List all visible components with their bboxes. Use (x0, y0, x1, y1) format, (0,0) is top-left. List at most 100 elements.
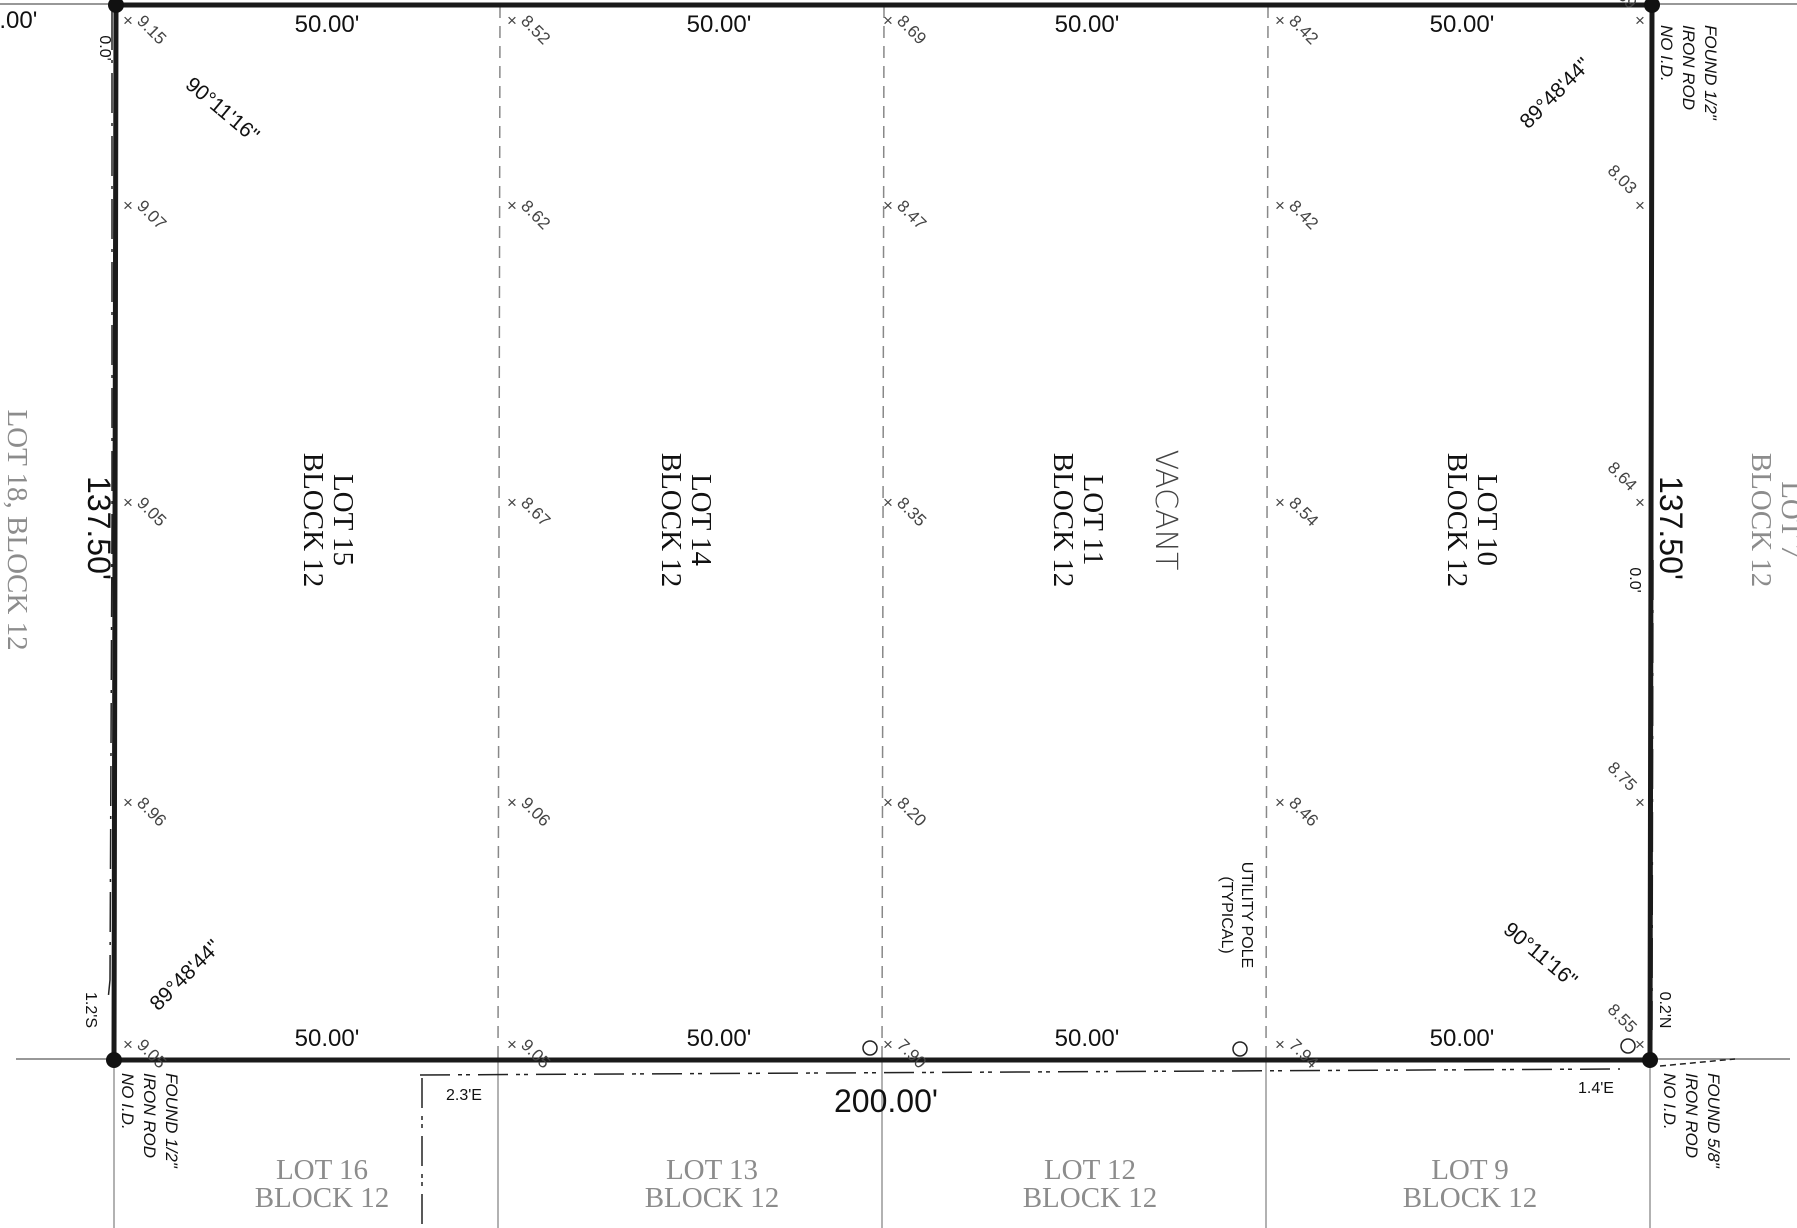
adjacent-lot-left: LOT 18, BLOCK 12 (1, 409, 33, 650)
lot-11-label: LOT 11 (1077, 474, 1109, 565)
elevation-value: 9.06 (517, 793, 554, 830)
monument-bottom-left-2: IRON ROD (140, 1073, 159, 1158)
frontage-dim-top-4: 50.00' (1430, 11, 1495, 38)
corner-monument-top-right (1644, 0, 1660, 13)
frontage-dim-top-3: 50.00' (1055, 11, 1120, 38)
angle-bottom-left: 89°48'44" (145, 935, 225, 1015)
elevation-marker-icon: × (123, 793, 133, 812)
elevation-marker-icon: × (883, 493, 893, 512)
corner-monument-top-left (108, 0, 124, 13)
elevation-marker-icon: × (1635, 11, 1645, 30)
elevation-marker-icon: × (883, 196, 893, 215)
frontage-dim-top-2: 50.00' (687, 11, 752, 38)
elevation-value: 8.03 (1604, 161, 1641, 198)
elevation-marker-icon: × (507, 493, 517, 512)
elevation-marker-icon: × (883, 793, 893, 812)
elevation-value: 8.47 (893, 196, 930, 233)
elevation-marker-icon: × (123, 493, 133, 512)
monument-bottom-right-2: IRON ROD (1682, 1073, 1701, 1158)
elevation-value: 8.42 (1285, 196, 1322, 233)
elevation-value: 7.94 (1285, 1035, 1322, 1072)
adjacent-block-right: BLOCK 12 (1745, 453, 1777, 588)
adjacent-block-12: BLOCK 12 (1023, 1182, 1158, 1214)
elevation-value: 8.20 (893, 793, 930, 830)
elevation-value: 8.46 (1285, 793, 1322, 830)
offset-bottom-right: 0.2'N (1656, 992, 1673, 1029)
frontage-dim-bottom-2: 50.00' (687, 1025, 752, 1052)
left-side-dimension: 137.50' (81, 476, 117, 580)
elevation-value: 8.64 (1604, 458, 1641, 495)
elevation-value: 8.42 (1285, 11, 1322, 48)
monument-bottom-right-3: NO I.D. (1660, 1073, 1679, 1130)
elevation-marker-icon: × (123, 1035, 133, 1054)
elevation-value: 8.35 (893, 493, 930, 530)
right-side-dimension: 137.50' (1653, 476, 1689, 580)
elevation-marker-icon: × (123, 196, 133, 215)
lot-line-11-10 (1265, 5, 1269, 1060)
angle-top-left: 90°11'16" (181, 73, 263, 147)
fence-offset-right: 1.4'E (1578, 1080, 1614, 1097)
monument-bottom-right-1: FOUND 5/8" (1704, 1073, 1723, 1169)
utility-pole-icon (1620, 1038, 1636, 1054)
adjacent-block-9: BLOCK 12 (1403, 1182, 1538, 1214)
elevation-marker-icon: × (1635, 196, 1645, 215)
lot-line-14-11 (881, 5, 885, 1060)
elevation-value: 8.52 (517, 11, 554, 48)
elevation-marker-icon: × (1275, 493, 1285, 512)
utility-pole-note-1: UTILITY POLE (1238, 862, 1255, 968)
elevation-marker-icon: × (123, 11, 133, 30)
frontage-dim-top-1: 50.00' (295, 11, 360, 38)
elevation-value: 9.05 (133, 1035, 170, 1072)
monument-bottom-left-1: FOUND 1/2" (162, 1073, 181, 1169)
elevation-marker-icon: × (1635, 493, 1645, 512)
offset-bottom-left: 1.2'S (82, 992, 99, 1028)
monument-bottom-left-3: NO I.D. (118, 1073, 137, 1130)
fence-right-tail (1659, 1058, 1736, 1067)
elevation-value: 8.69 (893, 11, 930, 48)
adjacent-lot-13: LOT 13 (666, 1154, 758, 1186)
total-frontage-dimension: 200.00' (834, 1083, 938, 1119)
lot-10-label: LOT 10 (1471, 474, 1503, 566)
monument-top-right-1: FOUND 1/2" (1701, 25, 1720, 121)
lot-11-block: BLOCK 12 (1047, 453, 1079, 588)
adjacent-lot-right: LOT 7 (1775, 481, 1797, 559)
elevation-value: 9.15 (133, 11, 170, 48)
adjacent-block-13: BLOCK 12 (645, 1182, 780, 1214)
offset-right-mid: 0.0' (1626, 567, 1643, 592)
lot-10-block: BLOCK 12 (1441, 453, 1473, 588)
frontage-dim-bottom-3: 50.00' (1055, 1025, 1120, 1052)
elevation-marker-icon: × (1635, 793, 1645, 812)
elevation-value: 8.96 (133, 793, 170, 830)
offset-top-left: 0.0' (96, 35, 113, 60)
vacant-label: VACANT (1148, 450, 1183, 571)
elevation-marker-icon: × (507, 196, 517, 215)
elevation-marker-icon: × (1275, 11, 1285, 30)
elevation-value: 8.62 (517, 196, 554, 233)
elevation-value: 8.75 (1604, 758, 1641, 795)
elevation-value: 8.55 (1604, 1000, 1641, 1037)
elevation-value: 7.90 (893, 1035, 930, 1072)
angle-bottom-right: 90°11'16" (1499, 918, 1581, 992)
monument-top-right-3: NO I.D. (1657, 25, 1676, 82)
lot-15-label: LOT 15 (327, 474, 359, 566)
corner-monument-bottom-left (106, 1052, 122, 1068)
adjacent-lot-9: LOT 9 (1431, 1154, 1509, 1186)
adjacent-lot-16: LOT 16 (276, 1154, 368, 1186)
elevation-value: 9.05 (517, 1035, 554, 1072)
elevation-marker-icon: × (507, 1035, 517, 1054)
fence-offset-left: 2.3'E (446, 1087, 482, 1104)
frontage-dim-bottom-1: 50.00' (295, 1025, 360, 1052)
lot-14-label: LOT 14 (685, 474, 717, 567)
elevation-marker-icon: × (1275, 196, 1285, 215)
utility-pole-icon (1232, 1041, 1248, 1057)
elevation-marker-icon: × (1275, 793, 1285, 812)
elevation-marker-icon: × (883, 11, 893, 30)
elevation-marker-icon: × (507, 793, 517, 812)
frontage-dim-bottom-4: 50.00' (1430, 1025, 1495, 1052)
corner-monument-bottom-right (1642, 1052, 1658, 1068)
elevation-marker-icon: × (883, 1035, 893, 1054)
lot-14-block: BLOCK 12 (655, 453, 687, 588)
elevation-marker-icon: × (1635, 1035, 1645, 1054)
utility-pole-icon (862, 1040, 878, 1056)
